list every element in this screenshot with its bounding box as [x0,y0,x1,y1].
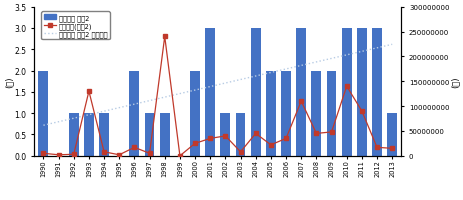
Bar [356,29,366,156]
Bar [296,29,306,156]
Y-axis label: (건): (건) [4,76,13,88]
Bar [205,29,215,156]
Bar [250,29,260,156]
Bar [265,71,275,156]
Bar [84,114,94,156]
Bar [311,71,320,156]
Bar [326,71,336,156]
Bar [220,114,230,156]
Bar [281,71,290,156]
Bar [190,71,200,156]
Bar [235,114,245,156]
Bar [159,114,169,156]
Bar [371,29,381,156]
Bar [129,71,139,156]
Bar [69,114,79,156]
Bar [99,114,109,156]
Bar [38,71,48,156]
Y-axis label: (명): (명) [450,76,459,88]
Bar [387,114,396,156]
Bar [341,29,351,156]
Legend: 복합재난 유핢2, 인적피해(유핢2), 복합재난 유핢2 증가경향: 복합재난 유핢2, 인적피해(유핢2), 복합재난 유핢2 증가경향 [41,12,110,40]
Bar [144,114,154,156]
